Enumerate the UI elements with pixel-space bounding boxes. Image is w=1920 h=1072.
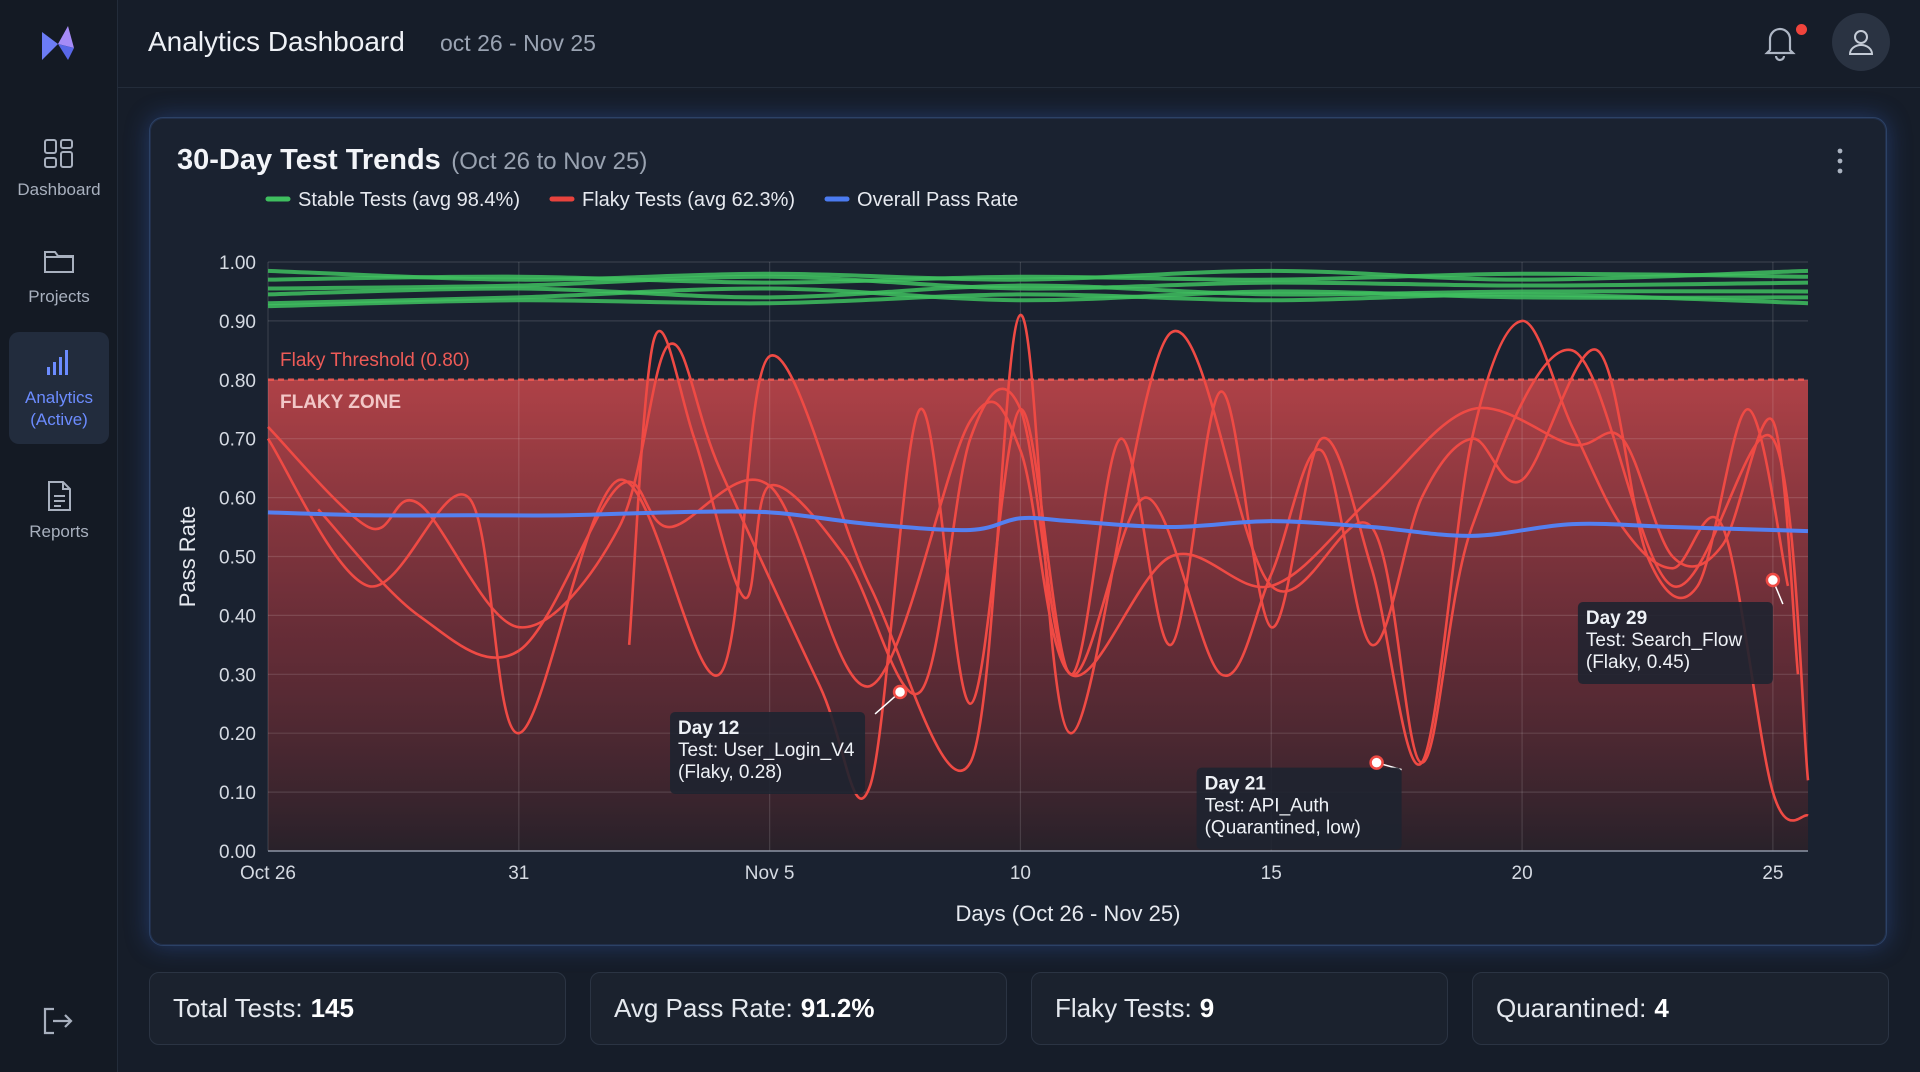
y-tick-label: 0.30 — [219, 665, 256, 686]
y-axis-title: Pass Rate — [175, 506, 200, 608]
stable-series-line — [267, 274, 1809, 291]
y-tick-label: 0.90 — [219, 312, 256, 333]
threshold-label: Flaky Threshold (0.80) — [280, 350, 470, 371]
stat-value: 145 — [310, 993, 354, 1023]
overall-pass-rate-line — [267, 509, 1809, 538]
x-tick-label: 15 — [1261, 863, 1282, 884]
y-tick-label: 1.00 — [219, 253, 256, 274]
annotation-point — [892, 684, 908, 700]
annotation-text: Test: API_Auth — [1205, 796, 1330, 817]
annotation-text: (Flaky, 0.28) — [678, 762, 782, 783]
user-icon — [1848, 30, 1874, 55]
chart-card: 30-Day Test Trends (Oct 26 to Nov 25) 0.… — [149, 117, 1887, 946]
annotation-text: Test: Search_Flow — [1586, 630, 1743, 651]
stat-value: 4 — [1654, 993, 1669, 1023]
x-axis-title: Days (Oct 26 - Nov 25) — [956, 901, 1181, 926]
annotation-point — [1765, 572, 1781, 588]
sidebar-item-reports[interactable]: Reports — [9, 456, 109, 566]
document-icon — [48, 480, 71, 511]
y-tick-label: 0.60 — [219, 489, 256, 510]
stat-label: Flaky Tests: — [1055, 993, 1192, 1023]
legend-label: Flaky Tests (avg 62.3%) — [582, 189, 795, 211]
annotation-text: Day 21 — [1205, 774, 1267, 795]
sidebar-item-projects[interactable]: Projects — [9, 221, 109, 331]
x-tick-label: Oct 26 — [240, 863, 296, 884]
flaky-series-line — [627, 329, 1790, 696]
logo-icon[interactable] — [38, 22, 80, 64]
annotation-box — [670, 711, 866, 794]
y-tick-label: 0.70 — [219, 430, 256, 451]
notification-badge — [1796, 24, 1807, 35]
stat-label: Avg Pass Rate: — [614, 993, 793, 1023]
card-title: 30-Day Test Trends — [177, 144, 441, 176]
card-subtitle: (Oct 26 to Nov 25) — [451, 148, 648, 175]
sidebar-item-analytics[interactable]: Analytics (Active) — [9, 332, 109, 444]
x-tick-label: 20 — [1512, 863, 1533, 884]
sidebar-item-label: Dashboard — [17, 179, 101, 199]
annotation-text: Day 29 — [1586, 608, 1647, 629]
stat-total-tests: Total Tests: 145 — [149, 972, 566, 1045]
annotation-text: Test: User_Login_V4 — [678, 740, 855, 761]
folder-icon — [44, 250, 74, 273]
grid-icon — [44, 138, 73, 168]
stable-series-line — [267, 268, 1809, 282]
stable-series-line — [267, 292, 1809, 309]
stat-value: 91.2% — [800, 993, 875, 1023]
flaky-zone-label: FLAKY ZONE — [280, 392, 401, 413]
sidebar: Dashboard Projects Analytics (Active) Re… — [0, 0, 118, 1072]
legend-label: Stable Tests (avg 98.4%) — [298, 189, 520, 211]
annotation-text: (Flaky, 0.45) — [1586, 652, 1690, 673]
stat-avg-pass-rate: Avg Pass Rate: 91.2% — [590, 972, 1007, 1045]
annotation-box — [1196, 767, 1402, 850]
page-title: Analytics Dashboard — [148, 26, 405, 57]
stat-label: Total Tests: — [173, 993, 303, 1023]
sidebar-item-label: Analytics (Active) — [24, 387, 94, 429]
x-tick-label: Nov 5 — [745, 863, 795, 884]
stat-flaky-tests: Flaky Tests: 9 — [1031, 972, 1448, 1045]
header-date-range: oct 26 - Nov 25 — [440, 30, 596, 56]
y-tick-label: 0.00 — [219, 842, 256, 863]
sidebar-item-dashboard[interactable]: Dashboard — [9, 114, 109, 224]
bar-chart-icon — [47, 349, 68, 375]
y-tick-label: 0.50 — [219, 548, 256, 569]
avatar[interactable] — [1832, 13, 1890, 71]
annotation-box — [1577, 602, 1773, 685]
bell-icon[interactable] — [1762, 22, 1798, 62]
y-tick-label: 0.20 — [219, 724, 256, 745]
legend-label: Overall Pass Rate — [857, 189, 1018, 211]
stat-label: Quarantined: — [1496, 993, 1647, 1023]
annotation-point — [1369, 755, 1384, 770]
more-options-icon[interactable] — [1830, 146, 1850, 176]
x-tick-label: 10 — [1010, 863, 1031, 884]
x-tick-label: 31 — [508, 863, 529, 884]
y-tick-label: 0.10 — [219, 783, 256, 804]
sidebar-item-label: Projects — [28, 286, 90, 306]
y-tick-label: 0.80 — [219, 371, 256, 392]
annotation-text: Day 12 — [678, 718, 739, 739]
stable-series-line — [267, 271, 1809, 285]
chart: 0.00 0.10 0.20 0.30 0.40 0.50 0.60 0.70 0.80 0.90… — [175, 189, 1810, 926]
logout-icon[interactable] — [39, 1003, 75, 1039]
stable-series-line — [267, 286, 1809, 306]
sidebar-item-label: Reports — [29, 521, 89, 541]
stat-value: 9 — [1199, 993, 1215, 1023]
stat-quarantined: Quarantined: 4 — [1472, 972, 1889, 1045]
y-tick-label: 0.40 — [219, 606, 256, 627]
header: Analytics Dashboard oct 26 - Nov 25 — [118, 0, 1920, 88]
x-tick-label: 25 — [1762, 863, 1783, 884]
stable-series-line — [267, 283, 1809, 300]
annotation-text: (Quarantined, low) — [1205, 818, 1361, 839]
